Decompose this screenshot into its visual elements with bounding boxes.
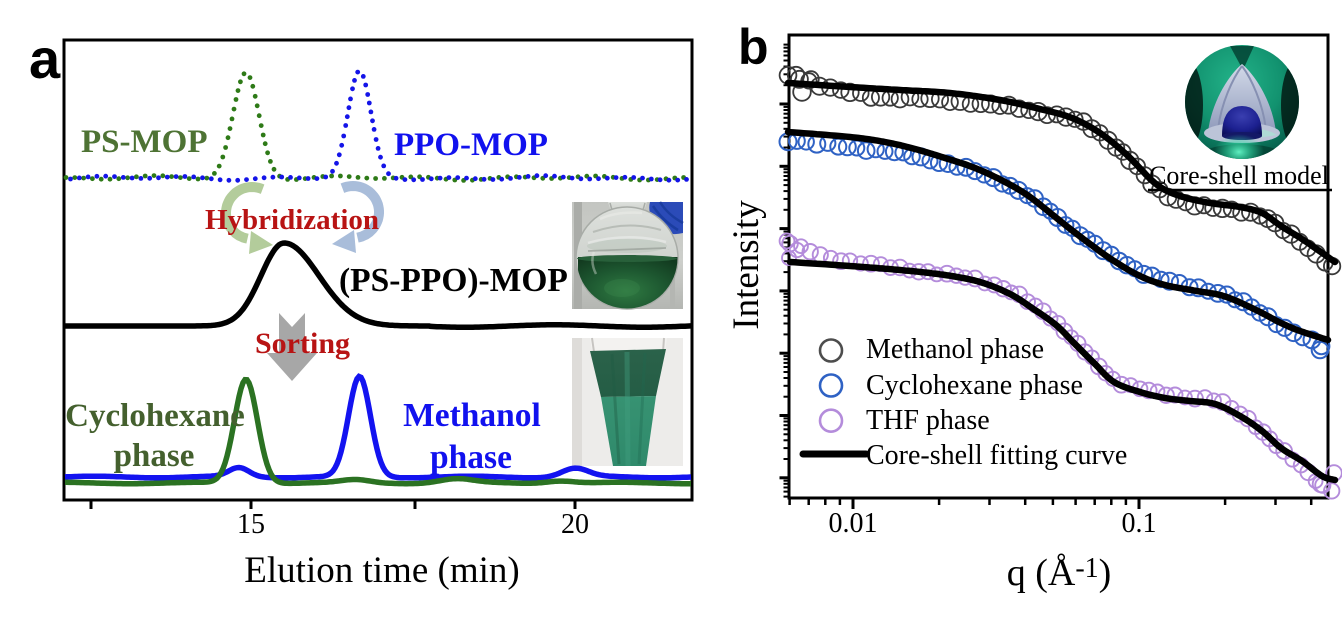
svg-text:b: b — [738, 19, 769, 75]
svg-text:Core-shell model: Core-shell model — [1149, 161, 1329, 190]
svg-text:20: 20 — [561, 509, 589, 540]
svg-text:(PS-PPO)-MOP: (PS-PPO)-MOP — [339, 262, 568, 299]
svg-text:Cyclohexane: Cyclohexane — [65, 398, 245, 434]
svg-text:Elution time (min): Elution time (min) — [244, 550, 519, 591]
svg-text:0.1: 0.1 — [1122, 508, 1157, 539]
svg-text:Intensity: Intensity — [726, 200, 767, 330]
svg-text:phase: phase — [430, 439, 512, 476]
svg-text:PS-MOP: PS-MOP — [81, 124, 207, 160]
svg-text:a: a — [29, 27, 61, 90]
svg-text:Cyclohexane phase: Cyclohexane phase — [866, 370, 1083, 401]
svg-text:q (Å-1): q (Å-1) — [1007, 552, 1112, 594]
svg-text:Methanol phase: Methanol phase — [866, 334, 1044, 365]
svg-text:Hybridization: Hybridization — [205, 204, 379, 236]
svg-text:15: 15 — [237, 509, 265, 540]
svg-text:PPO-MOP: PPO-MOP — [394, 127, 548, 163]
svg-text:Methanol: Methanol — [403, 397, 541, 434]
svg-text:Sorting: Sorting — [255, 327, 350, 360]
svg-text:phase: phase — [114, 438, 195, 474]
svg-text:Core-shell fitting curve: Core-shell fitting curve — [866, 440, 1127, 471]
svg-text:0.01: 0.01 — [829, 508, 878, 539]
svg-text:THF phase: THF phase — [866, 405, 990, 436]
